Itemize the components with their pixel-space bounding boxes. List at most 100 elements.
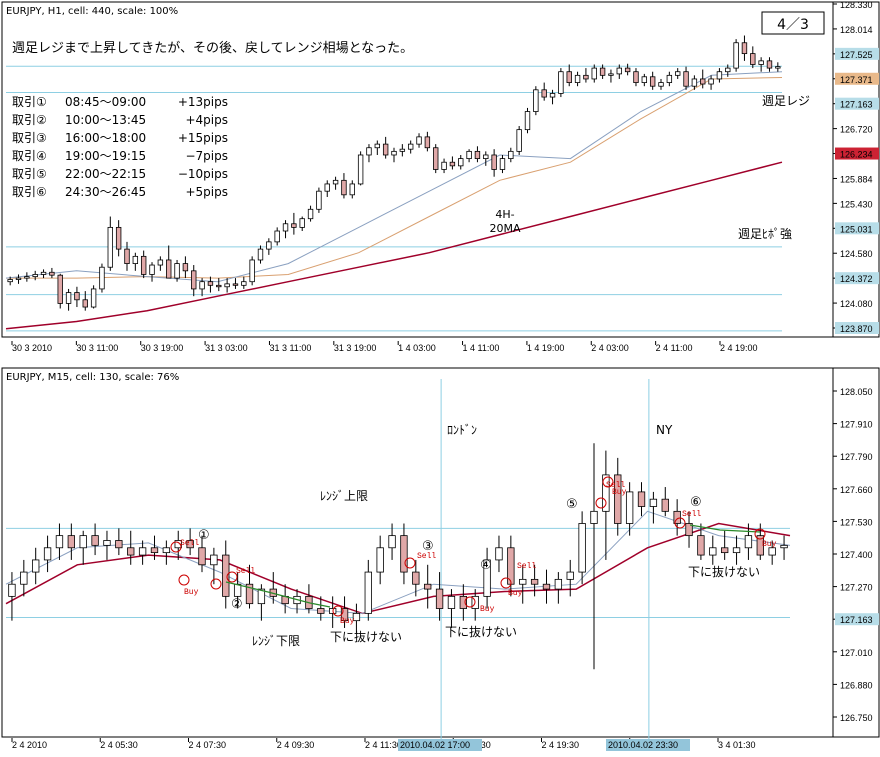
time-label: 3 4 01:30 (718, 740, 756, 750)
price-label: 127.371 (840, 75, 873, 85)
ma-label-line1: 4H- (495, 208, 514, 221)
signal-circle (210, 578, 222, 590)
candle-body (466, 150, 472, 160)
candle-body (245, 583, 254, 605)
candle-body (637, 491, 646, 507)
trade-6-label: 取引⑥ (12, 185, 47, 199)
moving-average-line (5, 71, 783, 283)
candle-body (241, 281, 247, 286)
marker-4: ④ (480, 558, 492, 573)
candle-body (614, 474, 622, 524)
candle-body (649, 498, 658, 507)
trade-4-pips: −7pips (185, 149, 228, 163)
time-label: 2 4 11:30 (365, 740, 402, 750)
candle-body (57, 274, 63, 304)
signal-circle (178, 574, 190, 586)
bottom-chart-header: EURJPY, M15, cell: 130, scale: 76% (6, 372, 179, 383)
candle-body (49, 271, 55, 276)
trade-2-time: 10:00～13:45 (65, 113, 146, 127)
price-label: 127.530 (840, 517, 873, 527)
candle-body (150, 547, 159, 554)
trade-6-time: 24:30～26:45 (65, 185, 146, 199)
highlight-time-label: 2010.04.02 23:30 (608, 740, 678, 750)
candle-body (458, 158, 464, 167)
candle-body (299, 218, 305, 228)
candle-body (382, 143, 389, 156)
moving-average-line (6, 77, 783, 279)
time-label: 2 4 11:00 (656, 343, 693, 353)
candle-body (554, 578, 563, 590)
candle-body (182, 263, 189, 272)
candle-body (483, 154, 489, 160)
signal-circle (595, 497, 607, 509)
signal-circle (332, 605, 344, 617)
trade-3-time: 16:00～18:00 (65, 131, 146, 145)
top-note: 週足レジまで上昇してきたが、その後、戻してレンジ相場となった。 (12, 41, 413, 56)
candle-body (616, 67, 622, 75)
candle-body (590, 510, 598, 524)
price-label: 125.430 (840, 199, 873, 209)
trade-4-label: 取引④ (12, 149, 47, 163)
candle-body (744, 535, 753, 549)
candle-body (516, 129, 522, 152)
candle-body (447, 595, 456, 609)
time-label: 2 4 05:30 (100, 740, 138, 750)
marker-6: ⑥ (690, 495, 702, 510)
candle-body (725, 67, 731, 73)
sell-signal-6: Sell (682, 510, 701, 519)
candle-body (766, 60, 773, 69)
candle-body (249, 259, 255, 283)
candle-body (65, 292, 72, 304)
candle-body (474, 150, 481, 160)
highlight-time-bg (606, 739, 690, 751)
marker-5: ⑤ (566, 497, 578, 512)
candle-body (257, 248, 264, 261)
signal-circle (602, 476, 614, 488)
candle-body (282, 223, 289, 232)
time-label: 31 3 03:00 (205, 343, 248, 353)
candle-body (349, 183, 355, 196)
london-label: ﾛﾝﾄﾞﾝ (447, 423, 477, 437)
candle-body (583, 74, 589, 80)
price-label: 126.880 (840, 680, 873, 690)
candle-body (388, 535, 396, 549)
candle-body (8, 583, 16, 597)
candle-body (210, 554, 218, 566)
candle-body (524, 111, 531, 131)
candle-body (633, 71, 639, 83)
price-label-bg (835, 72, 879, 85)
range-bottom-label: ﾚﾝｼﾞ下限 (252, 634, 300, 648)
candle-body (768, 547, 776, 556)
candle-body (495, 547, 503, 561)
sell-signal-2: Sell (236, 567, 255, 576)
time-label: 2 4 07:30 (189, 740, 227, 750)
candle-body (291, 223, 297, 228)
candle-body (558, 71, 564, 94)
candle-body (424, 136, 431, 149)
candle-body (140, 255, 147, 275)
candle-body (364, 571, 372, 614)
buy-signal-4: Buy (508, 589, 523, 598)
signal-circles (170, 476, 766, 617)
candle-body (578, 523, 586, 573)
weekly-resistance-label: 週足レジ (762, 94, 810, 108)
moving-average-line (5, 510, 791, 614)
candle-body (733, 42, 739, 69)
candle-body (307, 208, 314, 220)
price-label: 123.870 (840, 324, 873, 334)
candle-body (32, 559, 40, 573)
candle-body (775, 66, 781, 69)
candle-body (157, 259, 164, 266)
candle-body (40, 271, 47, 275)
time-label: 30 3 2010 (12, 343, 52, 353)
candle-body (274, 230, 280, 243)
signal-circle (754, 528, 766, 540)
price-label: 124.372 (840, 274, 873, 284)
candle-body (483, 559, 491, 597)
candle-body (683, 71, 689, 87)
candle-body (166, 259, 172, 279)
marker-3: ③ (422, 539, 434, 554)
price-label: 126.750 (840, 713, 873, 723)
candle-body (316, 190, 322, 210)
